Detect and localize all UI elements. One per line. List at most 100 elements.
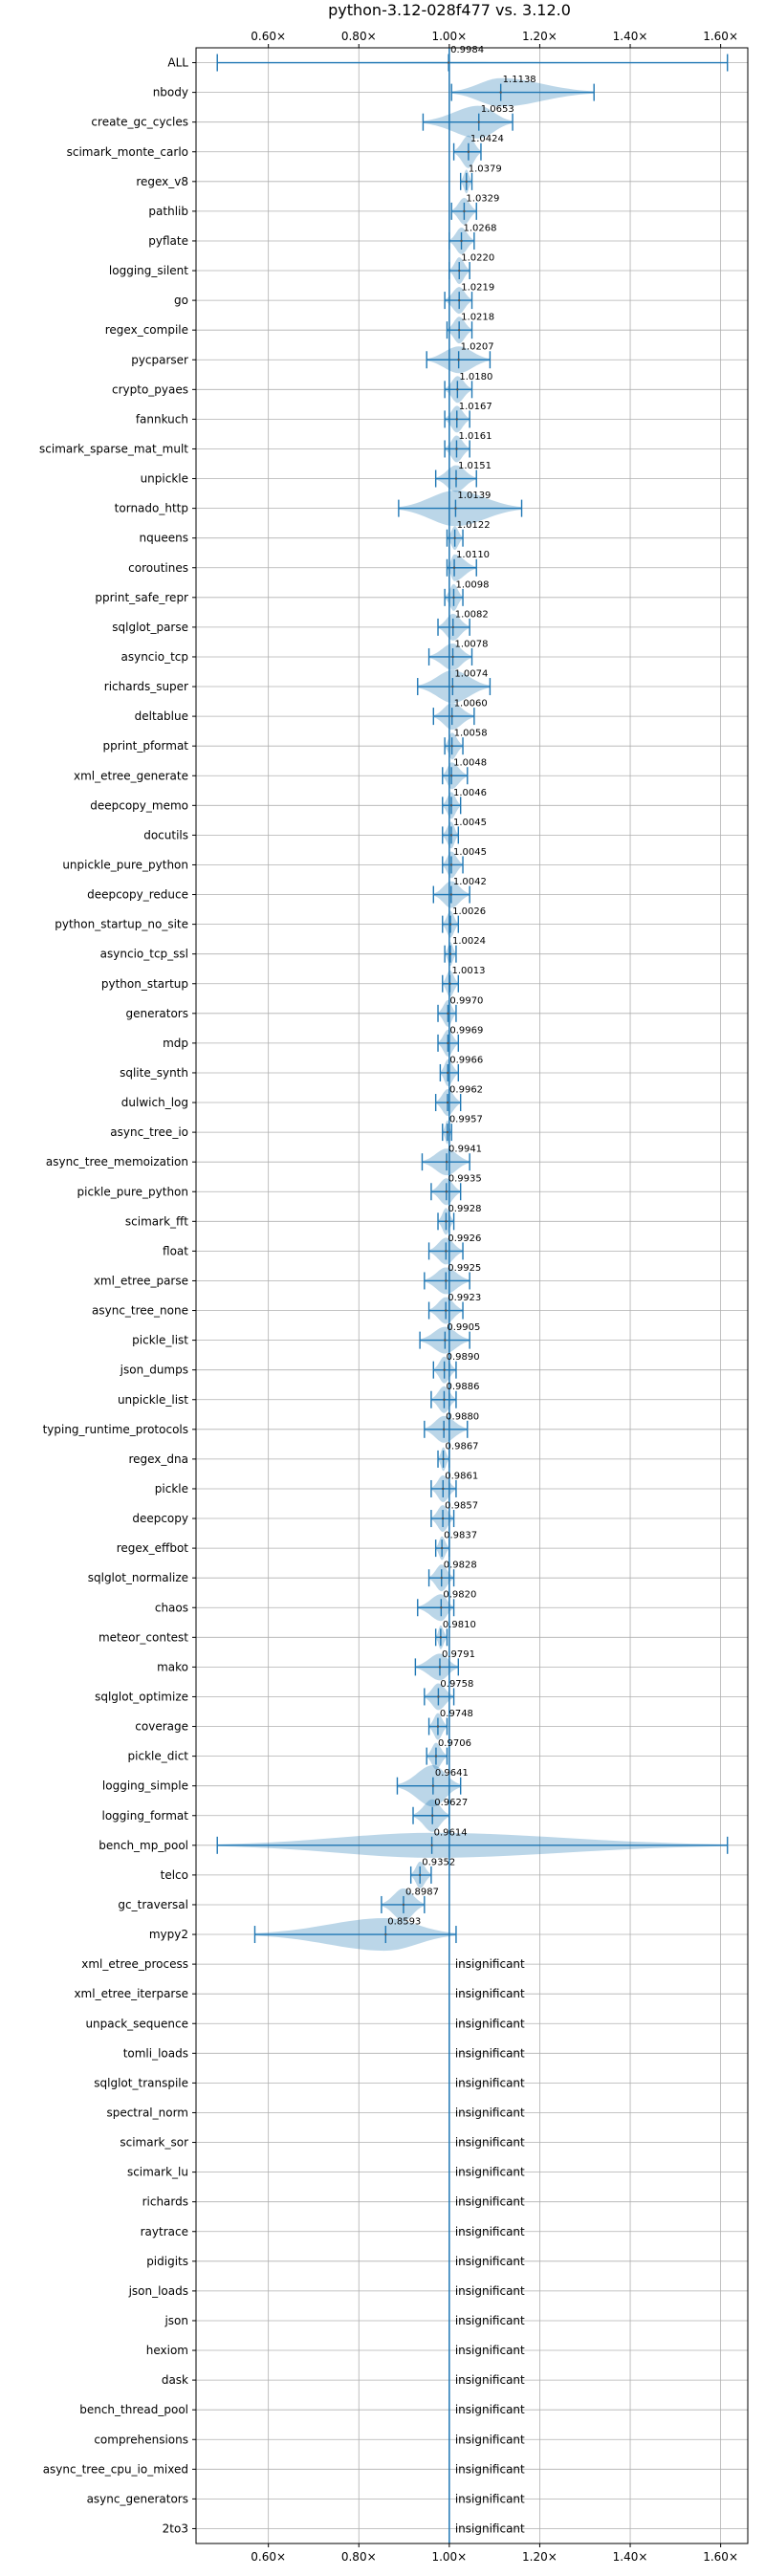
category-label: pathlib	[148, 205, 188, 218]
category-label: json_loads	[128, 2284, 188, 2298]
category-label: coroutines	[128, 561, 188, 575]
category-label: xml_etree_process	[81, 1957, 188, 1971]
violin-median-dot	[441, 1517, 445, 1520]
insignificant-label: insignificant	[455, 2166, 525, 2179]
value-label: 1.0379	[469, 164, 502, 174]
category-label: raytrace	[141, 2225, 188, 2238]
category-label: fannkuch	[136, 412, 188, 426]
value-label: 0.9966	[449, 1055, 483, 1065]
violin-median-dot	[465, 180, 468, 184]
value-label: 1.0058	[454, 729, 488, 739]
category-label: gc_traversal	[118, 1898, 188, 1911]
category-label: docutils	[143, 828, 188, 841]
chart-title: python-3.12-028f477 vs. 3.12.0	[328, 1, 571, 19]
x-tick-label-bottom: 0.60×	[251, 2550, 286, 2564]
violin-median-dot	[445, 1279, 448, 1282]
insignificant-label: insignificant	[455, 2492, 525, 2505]
violin-median-dot	[440, 1546, 444, 1550]
value-label: 1.0110	[456, 550, 490, 560]
violin-median-dot	[467, 150, 470, 153]
value-label: 0.9957	[449, 1115, 483, 1125]
value-label: 1.0219	[461, 283, 494, 294]
insignificant-label: insignificant	[455, 2046, 525, 2060]
violin-median-dot	[402, 1903, 405, 1907]
value-label: 0.8593	[387, 1916, 421, 1927]
category-label: asyncio_tcp	[120, 650, 188, 664]
category-label: unpack_sequence	[85, 2017, 188, 2030]
value-label: 1.0139	[457, 491, 491, 501]
category-label: sqlglot_transpile	[94, 2076, 188, 2089]
category-label: create_gc_cycles	[91, 116, 188, 129]
violin-median-dot	[448, 952, 452, 955]
value-label: 1.0026	[452, 906, 486, 917]
category-label: scimark_fft	[125, 1214, 188, 1228]
category-label: logging_format	[101, 1809, 188, 1823]
category-label: meteor_contest	[98, 1630, 188, 1644]
value-label: 0.9828	[444, 1561, 477, 1571]
category-label: 2to3	[163, 2521, 188, 2535]
insignificant-label: insignificant	[455, 2225, 525, 2238]
value-label: 1.0078	[455, 639, 489, 649]
category-label: scimark_lu	[127, 2166, 188, 2179]
insignificant-label: insignificant	[455, 2076, 525, 2089]
violin-median-dot	[440, 1606, 443, 1609]
value-label: 0.9867	[446, 1441, 479, 1452]
category-label: comprehensions	[94, 2433, 188, 2446]
value-label: 0.8987	[405, 1887, 439, 1897]
violin-median-dot	[446, 1101, 449, 1104]
violin-median-dot	[442, 1487, 445, 1491]
x-tick-label-bottom: 0.80×	[341, 2550, 377, 2564]
violin-median-dot	[449, 863, 453, 866]
value-label: 0.9857	[445, 1500, 478, 1511]
violin-median-dot	[439, 1636, 443, 1639]
value-label: 0.9810	[443, 1620, 476, 1630]
insignificant-label: insignificant	[455, 2136, 525, 2150]
x-tick-label-bottom: 1.40×	[613, 2550, 648, 2564]
violin-median-dot	[445, 1160, 448, 1164]
violin-median-dot	[447, 1071, 449, 1075]
value-label: 0.9352	[422, 1857, 455, 1867]
category-label: coverage	[135, 1720, 188, 1734]
value-label: 1.0329	[466, 193, 499, 204]
value-label: 1.0424	[470, 134, 504, 144]
value-label: 1.0024	[452, 936, 486, 947]
category-label: mypy2	[149, 1928, 188, 1941]
axis-layer: 0.60× 0.60× 0.80× 0.80× 1.00× 1.00× 1.20× 1.20×…	[39, 30, 749, 2564]
category-label: richards_super	[104, 680, 188, 693]
category-label: regex_compile	[105, 323, 188, 337]
category-label: pickle	[155, 1482, 188, 1495]
violin-median-dot	[443, 1398, 446, 1401]
insignificant-label: insignificant	[455, 2462, 525, 2476]
violin-median-dot	[445, 1309, 448, 1312]
value-label: 1.0151	[458, 461, 492, 471]
category-label: deepcopy_reduce	[87, 888, 188, 902]
value-label: 0.9970	[449, 995, 483, 1006]
category-label: pidigits	[146, 2255, 188, 2268]
violin-median-dot	[430, 1844, 433, 1847]
violin-median-dot	[440, 1576, 443, 1580]
violin-median-dot	[436, 1725, 440, 1728]
violin-median-dot	[443, 1368, 446, 1371]
violin-median-dot	[453, 536, 456, 539]
insignificant-label: insignificant	[455, 2195, 525, 2209]
value-label: 1.0042	[453, 877, 487, 887]
violin-median-dot	[456, 388, 459, 391]
category-label: pprint_safe_repr	[95, 591, 188, 604]
value-label: 0.9984	[450, 45, 484, 55]
violin-median-dot	[445, 1250, 448, 1253]
value-label: 0.9627	[434, 1798, 468, 1808]
value-label: 1.0180	[459, 372, 492, 382]
violin-median-dot	[431, 1814, 434, 1817]
category-label: mako	[157, 1660, 188, 1673]
value-label: 1.1138	[503, 75, 536, 85]
category-label: unpickle_list	[118, 1393, 188, 1407]
value-label: 0.9706	[438, 1738, 471, 1749]
category-label: scimark_sparse_mat_mult	[39, 442, 188, 455]
value-label: 0.9614	[434, 1827, 468, 1838]
violin-median-dot	[419, 1873, 422, 1877]
violin-median-dot	[444, 1339, 447, 1342]
value-label: 0.9886	[446, 1382, 479, 1392]
violin-median-dot	[458, 269, 461, 273]
insignificant-label: insignificant	[455, 2284, 525, 2298]
